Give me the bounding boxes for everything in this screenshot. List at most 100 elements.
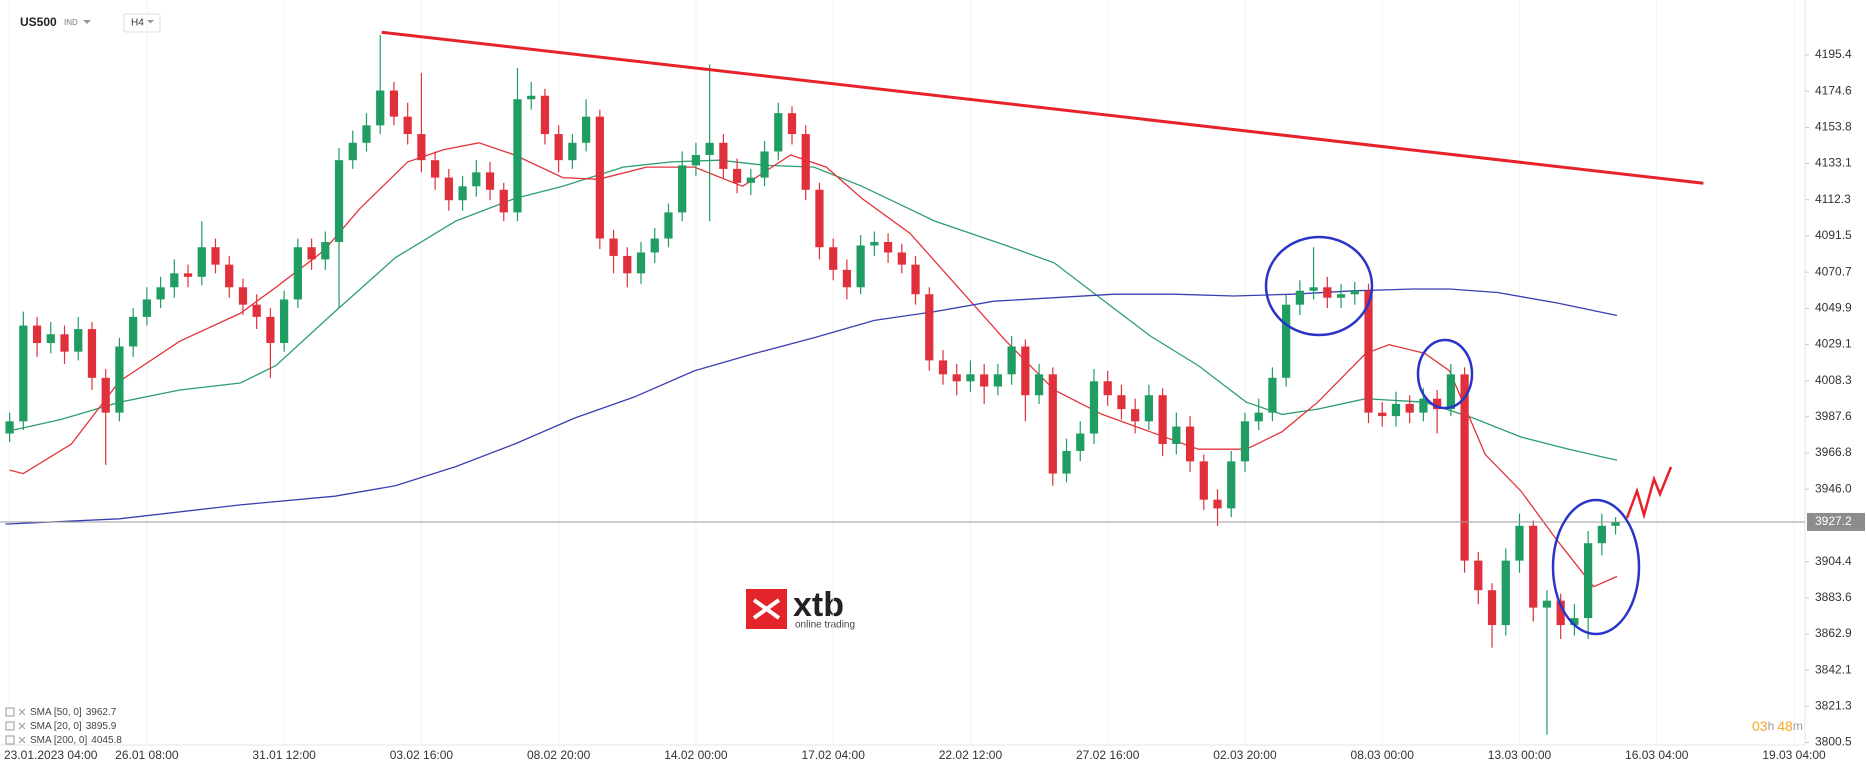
timeframe[interactable]: H4 (131, 18, 144, 29)
candle-body (829, 247, 838, 270)
candle-body (883, 242, 893, 253)
countdown-minutes: 48 (1777, 718, 1793, 734)
candle-body (1227, 461, 1236, 509)
highlight-ellipse (1551, 498, 1641, 636)
candle-body (1048, 374, 1057, 474)
legend-icon (5, 721, 15, 731)
candle-body (46, 334, 55, 343)
candle-body (1282, 304, 1291, 378)
last-price-box (1807, 512, 1865, 531)
candle-body (252, 304, 261, 317)
x-tick-label: 16.03 04:00 (1625, 748, 1689, 762)
candle-body (911, 264, 920, 295)
y-tick-label: 3842.1 (1815, 662, 1852, 676)
candle-body (842, 269, 852, 288)
candle-body (1254, 412, 1263, 422)
candle-body (1131, 409, 1140, 422)
y-tick-label: 4133.1 (1815, 156, 1852, 170)
candle-body (458, 186, 467, 201)
candle-body (1474, 560, 1483, 591)
legend-remove-icon (18, 722, 26, 730)
y-tick-label: 3862.9 (1815, 626, 1852, 640)
candle-body (1309, 287, 1318, 291)
candle-body (389, 90, 399, 117)
candle-body (1172, 426, 1181, 444)
candle-body (485, 172, 495, 190)
x-tick-label: 02.03 20:00 (1213, 748, 1277, 762)
candle-body (1103, 381, 1112, 396)
x-tick-label: 17.02 04:00 (801, 748, 865, 762)
x-tick-label: 27.02 16:00 (1076, 748, 1140, 762)
candle-body (321, 242, 330, 260)
candle-body (1391, 403, 1401, 417)
last-price-label: 3927.2 (1815, 514, 1852, 528)
legend-icon (5, 735, 15, 745)
candle-body (1570, 618, 1579, 626)
logo-cross (752, 598, 781, 620)
candle-body (403, 116, 412, 135)
candle-body (1378, 412, 1387, 417)
candle-body (870, 242, 879, 246)
legend-entry: SMA [50, 0] 3962.7 (30, 707, 117, 718)
logo-tagline: online trading (795, 620, 855, 631)
x-tick-label: 31.01 12:00 (252, 748, 316, 762)
candle-body (1158, 395, 1167, 444)
highlight-ellipse (1264, 235, 1374, 337)
candle-body (897, 252, 906, 265)
candle-body (1213, 499, 1222, 509)
y-tick-label: 3821.3 (1815, 699, 1852, 713)
candle-body (197, 247, 206, 277)
candle-body (431, 160, 440, 178)
legend-name: SMA [200, 0] (30, 735, 87, 746)
x-tick-label: 23.01.2023 04:00 (4, 748, 98, 762)
candle-body (636, 252, 646, 274)
y-tick-label: 3987.6 (1815, 409, 1852, 423)
legend-value: 4045.8 (91, 735, 122, 746)
candle-body (499, 189, 508, 213)
candle-body (540, 95, 550, 135)
candle-body (362, 125, 371, 143)
y-tick-label: 4008.3 (1815, 373, 1852, 387)
projection-zigzag (1625, 466, 1673, 520)
candle-body (801, 134, 810, 190)
candle-body (1323, 287, 1332, 298)
candle-body (266, 316, 275, 343)
y-tick-label: 4029.1 (1815, 337, 1852, 351)
candle-body (678, 165, 687, 213)
candle-body (101, 377, 110, 413)
candle-body (1487, 590, 1497, 626)
legend-name: SMA [20, 0] (30, 721, 82, 732)
candle-body (1295, 290, 1304, 305)
symbol: US500 (20, 15, 57, 29)
candle-body (1007, 346, 1016, 375)
y-tick-label: 4195.4 (1815, 47, 1852, 61)
candle-body (1460, 374, 1469, 561)
candle-body (774, 113, 783, 152)
candle-body (815, 189, 824, 248)
candle-body (966, 374, 975, 382)
y-tick-label: 4153.8 (1815, 120, 1852, 134)
candle-body (417, 134, 426, 161)
candle-body (787, 113, 797, 135)
symbol-header: US500 IND H4 (20, 13, 161, 33)
legend-value: 3895.9 (86, 721, 117, 732)
candle-body (568, 142, 577, 161)
legend-remove-icon (18, 708, 26, 716)
candle-body (348, 142, 357, 161)
candle-body (376, 90, 385, 126)
candle-body (705, 142, 714, 155)
y-tick-label: 4070.7 (1815, 264, 1852, 278)
candle-body (170, 273, 179, 288)
candle-body (650, 238, 659, 253)
candle-body (115, 346, 124, 413)
market: IND (64, 18, 78, 27)
countdown-unit: m (1793, 719, 1803, 733)
timeframe-button[interactable] (123, 13, 161, 33)
legend-value: 3962.7 (86, 707, 117, 718)
y-tick-label: 3904.4 (1815, 554, 1852, 568)
countdown-unit: h (1768, 719, 1775, 733)
countdown-text: 03h 48m (1752, 718, 1803, 734)
candle-body (609, 238, 618, 256)
